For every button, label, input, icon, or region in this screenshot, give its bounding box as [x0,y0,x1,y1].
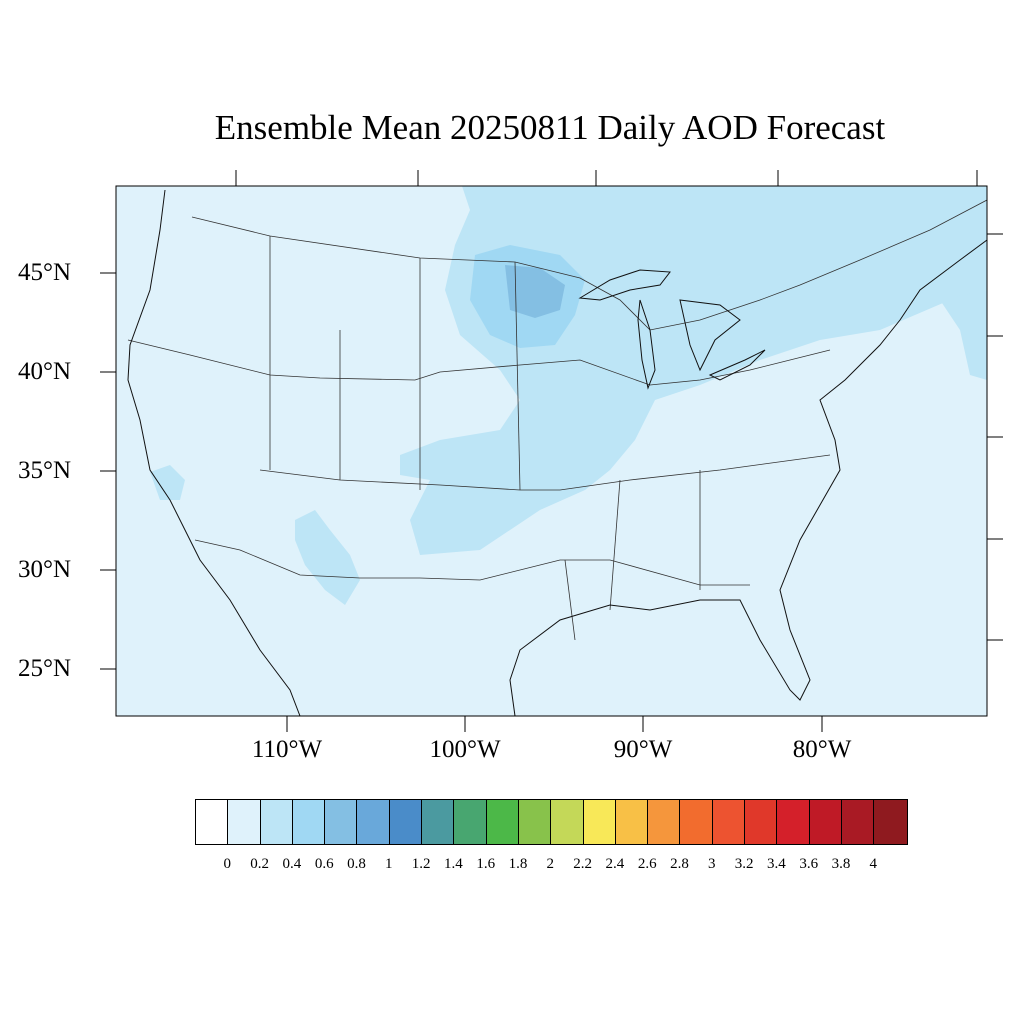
colorbar-swatch [745,800,778,844]
lon-label-110w: 110°W [251,736,323,763]
map-title: Ensemble Mean 20250811 Daily AOD Forecas… [214,108,886,147]
colorbar-tick-label: 3.2 [734,856,754,872]
colorbar-swatch [357,800,390,844]
lat-label-35: 35°N [18,457,72,484]
colorbar-tick-label: 3.6 [799,856,819,872]
lat-label-45: 45°N [18,259,72,286]
colorbar-tick-label: 3.8 [831,856,851,872]
coastline [127,189,987,716]
colorbar-swatch [809,800,842,844]
colorbar-swatch [841,800,875,844]
colorbar-swatch [874,800,907,844]
colorbar-tick-label: 0.4 [282,856,302,872]
colorbar-tick-label: 2.2 [573,856,592,872]
aod-region-southwest [295,510,360,605]
lat-label-30: 30°N [18,556,72,583]
lake-huron [679,299,741,372]
colorbar-swatch [648,800,681,844]
colorbar-swatch [583,800,616,844]
lat-label-25: 25°N [18,655,72,682]
colorbar-swatch [389,800,423,844]
colorbar-swatch [712,800,746,844]
lon-label-80w: 80°W [792,736,852,763]
colorbar-swatch [486,800,519,844]
lake-michigan [637,299,656,390]
colorbar-swatch [228,800,261,844]
colorbar-swatch [551,800,584,844]
colorbar-swatch [292,800,326,844]
colorbar-tick-label: 0.6 [314,856,334,872]
colorbar-tick-label: 1.2 [411,856,431,872]
colorbar-swatch [260,800,293,844]
colorbar-tick-label: 3 [708,856,716,872]
colorbar-tick-label: 2.6 [637,856,657,872]
lake-erie [708,349,766,381]
colorbar-swatch [680,800,713,844]
colorbar-tick-label: 1.4 [444,856,463,872]
colorbar-swatch [454,800,487,844]
colorbar-swatch [196,800,229,844]
aod-region-dakota-max [505,265,565,318]
colorbar-tick-label: 3.4 [767,856,786,872]
colorbar-tick-label: 2 [546,856,555,872]
colorbar-tick-label: 1.8 [508,856,528,872]
colorbar-tick-label: 4 [869,856,878,872]
colorbar-tick-label: 0.2 [250,856,269,872]
aod-region-la [150,465,185,500]
colorbar-swatch [422,800,455,844]
colorbar-tick-label: 2.8 [670,856,689,872]
lat-label-40: 40°N [18,358,72,385]
lake-superior [578,269,671,301]
colorbar-swatch [615,800,649,844]
colorbar-tick-label: 2.4 [605,856,625,872]
lon-label-100w: 100°W [429,736,501,763]
axis-ticks [100,170,1003,732]
boundaries [127,199,987,641]
colorbar-labels: 0 0.2 0.4 0.6 0.8 1 1.2 1.4 1.6 1.8 2 2.2 2.4 2.6 2.8 3… [0,856,1024,876]
colorbar-swatch [518,800,552,844]
colorbar-swatch [777,800,810,844]
colorbar-tick-label: 0.8 [347,856,366,872]
colorbar-tick-label: 1 [385,856,393,872]
map-frame [115,185,988,717]
colorbar-tick-label: 0 [223,856,232,872]
aod-region-northeast [940,290,987,380]
colorbar [195,799,908,845]
colorbar-tick-label: 1.6 [476,856,496,872]
colorbar-swatch [325,800,358,844]
lon-label-90w: 90°W [613,736,673,763]
